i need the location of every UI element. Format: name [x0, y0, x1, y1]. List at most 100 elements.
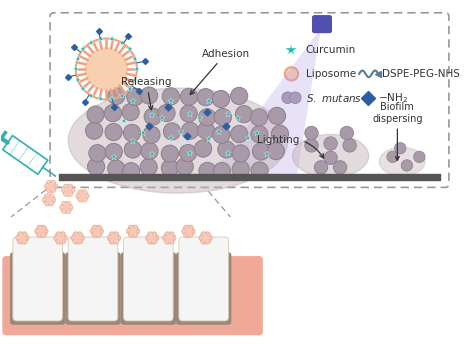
Circle shape: [268, 107, 286, 125]
Circle shape: [83, 193, 89, 199]
Circle shape: [282, 92, 293, 103]
Text: Adhesion: Adhesion: [190, 49, 250, 95]
Circle shape: [128, 232, 134, 237]
Circle shape: [132, 225, 138, 231]
FancyBboxPatch shape: [50, 13, 449, 187]
Text: $-\mathrm{NH_2}$: $-\mathrm{NH_2}$: [378, 91, 409, 105]
Circle shape: [199, 162, 216, 179]
Circle shape: [65, 187, 71, 193]
Circle shape: [64, 205, 69, 210]
Circle shape: [96, 232, 101, 237]
Circle shape: [109, 238, 115, 244]
Circle shape: [45, 194, 50, 199]
Circle shape: [45, 200, 50, 206]
Circle shape: [198, 122, 215, 139]
FancyBboxPatch shape: [176, 252, 231, 325]
Circle shape: [75, 235, 81, 241]
Circle shape: [250, 109, 268, 126]
Circle shape: [151, 232, 157, 238]
Circle shape: [201, 232, 207, 238]
Circle shape: [108, 87, 125, 105]
Circle shape: [98, 228, 103, 234]
Circle shape: [122, 104, 139, 121]
Circle shape: [187, 225, 193, 231]
Circle shape: [19, 235, 25, 241]
Circle shape: [182, 122, 199, 139]
Circle shape: [46, 187, 52, 193]
Text: Biofilm
dispersing: Biofilm dispersing: [372, 102, 423, 160]
Circle shape: [387, 151, 398, 163]
Circle shape: [82, 190, 87, 195]
Circle shape: [36, 225, 42, 231]
Circle shape: [87, 106, 104, 123]
Circle shape: [60, 238, 65, 244]
Circle shape: [267, 142, 284, 160]
Circle shape: [56, 238, 62, 244]
Circle shape: [67, 184, 73, 190]
Circle shape: [163, 235, 168, 241]
Circle shape: [76, 193, 82, 199]
Circle shape: [182, 228, 187, 234]
Circle shape: [50, 180, 56, 186]
Circle shape: [151, 238, 157, 244]
Polygon shape: [3, 136, 48, 174]
Circle shape: [122, 163, 140, 180]
Circle shape: [141, 142, 158, 159]
Circle shape: [132, 232, 138, 237]
Circle shape: [134, 228, 140, 234]
Circle shape: [105, 124, 122, 141]
Circle shape: [85, 122, 103, 139]
Circle shape: [56, 232, 62, 238]
Circle shape: [127, 228, 132, 234]
Circle shape: [140, 158, 157, 176]
Circle shape: [164, 123, 181, 140]
Circle shape: [314, 161, 328, 174]
Circle shape: [50, 197, 56, 203]
Circle shape: [71, 235, 77, 241]
Circle shape: [46, 180, 52, 186]
Circle shape: [46, 197, 52, 203]
Circle shape: [90, 228, 96, 234]
Circle shape: [164, 232, 170, 238]
Circle shape: [64, 184, 69, 190]
Circle shape: [162, 88, 179, 105]
Circle shape: [189, 228, 195, 234]
Circle shape: [38, 228, 45, 234]
Circle shape: [324, 151, 337, 164]
Circle shape: [107, 235, 113, 241]
Circle shape: [333, 161, 347, 174]
Circle shape: [104, 105, 121, 122]
Circle shape: [272, 125, 289, 142]
Circle shape: [111, 235, 117, 241]
Circle shape: [92, 225, 98, 231]
Circle shape: [42, 228, 48, 234]
Circle shape: [201, 238, 207, 244]
Circle shape: [213, 163, 230, 180]
Circle shape: [290, 92, 301, 103]
Circle shape: [73, 238, 79, 244]
Circle shape: [109, 232, 115, 238]
Text: DSPE-PEG-NHS: DSPE-PEG-NHS: [382, 69, 460, 79]
Circle shape: [231, 125, 248, 143]
Circle shape: [205, 232, 210, 238]
Circle shape: [21, 238, 27, 244]
Circle shape: [48, 200, 54, 206]
FancyBboxPatch shape: [13, 237, 63, 321]
Circle shape: [50, 187, 56, 193]
Circle shape: [253, 143, 270, 160]
Circle shape: [199, 109, 216, 126]
Circle shape: [285, 67, 298, 81]
Circle shape: [21, 232, 27, 238]
Circle shape: [108, 160, 125, 177]
Circle shape: [230, 87, 248, 105]
Circle shape: [82, 196, 87, 202]
Circle shape: [40, 232, 46, 237]
Circle shape: [218, 141, 235, 158]
FancyBboxPatch shape: [312, 16, 331, 33]
Circle shape: [199, 235, 205, 241]
Circle shape: [183, 232, 189, 237]
Circle shape: [140, 87, 158, 104]
Circle shape: [197, 89, 214, 106]
Circle shape: [77, 232, 82, 238]
Circle shape: [180, 144, 197, 162]
